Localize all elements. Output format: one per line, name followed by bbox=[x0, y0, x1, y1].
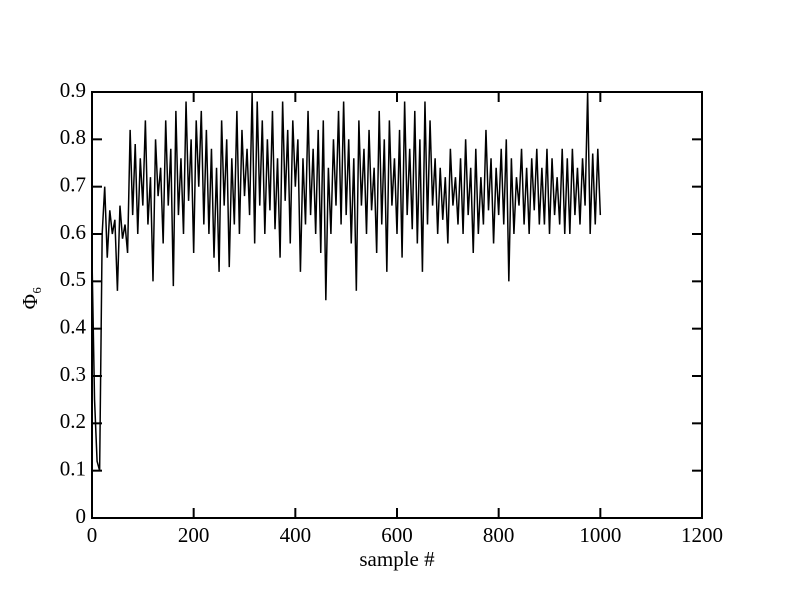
x-axis-label: sample # bbox=[359, 547, 435, 571]
x-tick-label: 1000 bbox=[579, 523, 621, 547]
y-axis-label: Φ₆ bbox=[18, 287, 42, 310]
y-tick-label: 0.5 bbox=[60, 267, 86, 291]
x-tick-label: 800 bbox=[483, 523, 515, 547]
y-tick-label: 0.1 bbox=[60, 456, 86, 480]
y-tick-label: 0.7 bbox=[60, 172, 86, 196]
x-tick-label: 600 bbox=[381, 523, 413, 547]
data-line bbox=[91, 91, 602, 471]
x-tick-label: 1200 bbox=[681, 523, 723, 547]
x-tick-label: 400 bbox=[280, 523, 312, 547]
x-tick-label: 0 bbox=[87, 523, 98, 547]
y-tick-label: 0.6 bbox=[60, 220, 86, 244]
y-tick-label: 0.2 bbox=[60, 409, 86, 433]
y-tick-label: 0.9 bbox=[60, 78, 86, 102]
plot-frame bbox=[91, 91, 703, 519]
y-tick-label: 0.3 bbox=[60, 362, 86, 386]
x-tick-label: 200 bbox=[178, 523, 210, 547]
y-tick-label: 0.4 bbox=[60, 314, 87, 338]
y-tick-label: 0.8 bbox=[60, 125, 86, 149]
y-tick-label: 0 bbox=[76, 504, 87, 528]
